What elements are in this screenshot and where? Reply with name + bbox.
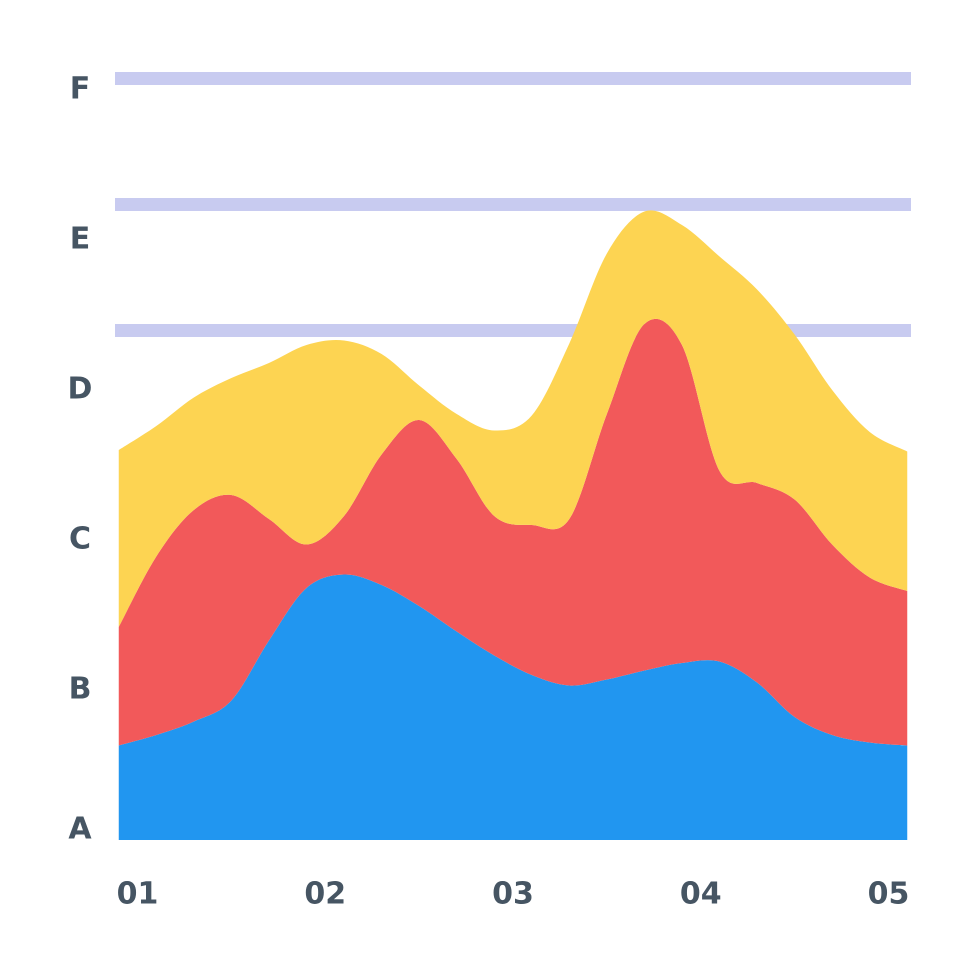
- x-tick-label: 01: [117, 877, 159, 912]
- decor-line: [115, 72, 911, 85]
- area: [118, 318, 908, 746]
- y-tick-label: E: [70, 222, 91, 257]
- x-tick-label: 05: [868, 877, 910, 912]
- y-tick-label: D: [68, 372, 93, 407]
- decor-line: [115, 198, 911, 211]
- y-tick-label: C: [69, 522, 91, 557]
- y-tick-label: B: [69, 672, 92, 707]
- x-tick-label: 03: [492, 877, 534, 912]
- x-tick-label: 02: [304, 877, 346, 912]
- y-tick-label: F: [70, 72, 91, 107]
- y-tick-label: A: [68, 812, 92, 847]
- area: [118, 574, 908, 840]
- x-tick-label: 04: [680, 877, 722, 912]
- area: [118, 210, 908, 627]
